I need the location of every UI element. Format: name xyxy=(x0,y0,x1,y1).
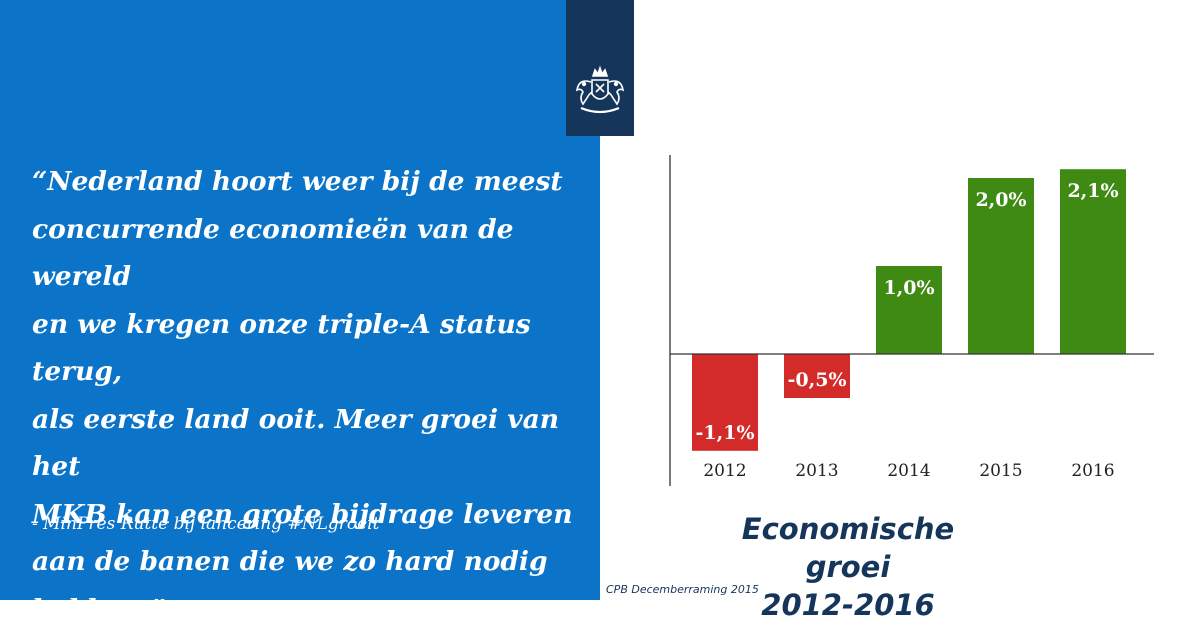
bar-2015 xyxy=(968,178,1034,354)
x-tick-label-2015: 2015 xyxy=(979,461,1022,481)
x-tick-label-2014: 2014 xyxy=(887,461,930,481)
value-label-2013: -0,5% xyxy=(788,369,847,391)
value-label-2016: 2,1% xyxy=(1067,180,1118,202)
chart-title: Economische groei 2012-2016 xyxy=(700,510,996,624)
value-label-2012: -1,1% xyxy=(696,422,755,444)
coat-of-arms-icon xyxy=(575,65,625,114)
bar-2016 xyxy=(1060,169,1126,354)
bar-2014 xyxy=(876,266,942,354)
x-tick-label-2016: 2016 xyxy=(1071,461,1114,481)
x-tick-label-2012: 2012 xyxy=(703,461,746,481)
quote-panel: “Nederland hoort weer bij de meest concu… xyxy=(0,0,600,625)
value-label-2015: 2,0% xyxy=(975,189,1026,211)
value-label-2014: 1,0% xyxy=(883,277,934,299)
chart-title-line-1: Economische groei xyxy=(741,512,955,584)
quote-attribution: - MinPres Rutte bij lancering #NLgroeit xyxy=(32,514,380,534)
quote-text: “Nederland hoort weer bij de meest concu… xyxy=(32,166,573,625)
bar-2012 xyxy=(692,354,758,451)
source-note: CPB Decemberraming 2015 xyxy=(606,583,759,596)
rijksoverheid-logo xyxy=(566,0,634,136)
bar-chart: -1,1% 2012 -0,5% 2013 1,0% 2014 2,0% 2015 2,1% 20… xyxy=(669,155,1154,486)
bar-2013 xyxy=(784,354,850,398)
x-tick-label-2013: 2013 xyxy=(795,461,838,481)
